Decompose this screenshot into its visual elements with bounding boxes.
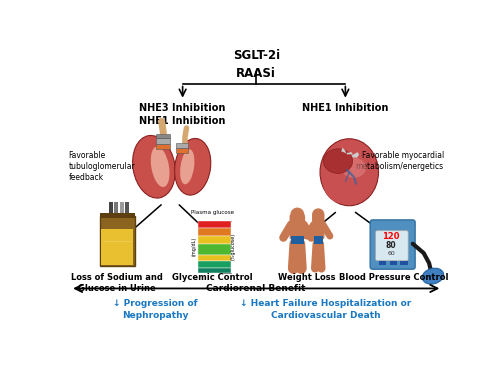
Ellipse shape <box>320 139 378 206</box>
Bar <box>100 213 134 218</box>
Ellipse shape <box>174 138 211 195</box>
Bar <box>109 202 113 216</box>
Circle shape <box>312 208 324 221</box>
Bar <box>198 221 230 228</box>
Bar <box>100 216 134 266</box>
Text: Plasma glucose: Plasma glucose <box>190 209 234 215</box>
Bar <box>126 202 129 216</box>
Ellipse shape <box>342 158 366 178</box>
Ellipse shape <box>132 135 176 198</box>
Text: Blood Pressure Control: Blood Pressure Control <box>340 273 449 282</box>
Polygon shape <box>341 148 353 155</box>
Ellipse shape <box>324 149 352 173</box>
Text: (%glucose): (%glucose) <box>230 233 235 261</box>
Text: Loss of Sodium and
Glucose in Urine: Loss of Sodium and Glucose in Urine <box>71 273 162 293</box>
Bar <box>114 202 118 216</box>
Text: ↓ Progression of
Nephropathy: ↓ Progression of Nephropathy <box>113 299 198 320</box>
Text: 60: 60 <box>387 251 395 256</box>
Text: ↓ Heart Failure Hospitalization or
Cardiovascular Death: ↓ Heart Failure Hospitalization or Cardi… <box>240 299 412 320</box>
Bar <box>156 144 170 149</box>
Bar <box>378 261 386 265</box>
Bar <box>291 236 304 244</box>
Ellipse shape <box>180 149 194 184</box>
Bar <box>198 255 230 261</box>
Polygon shape <box>352 152 359 158</box>
Bar <box>101 229 133 265</box>
Bar <box>156 138 170 144</box>
Text: SGLT-2i
RAASi: SGLT-2i RAASi <box>232 49 280 80</box>
Text: Weight Loss: Weight Loss <box>278 273 336 282</box>
Text: NHE1 Inhibition: NHE1 Inhibition <box>302 103 388 113</box>
Bar <box>390 261 398 265</box>
Text: 80: 80 <box>386 241 396 250</box>
Bar <box>156 135 170 138</box>
Bar <box>120 202 124 216</box>
Ellipse shape <box>422 268 444 284</box>
Bar <box>198 228 230 236</box>
Text: Glycemic Control: Glycemic Control <box>172 273 252 282</box>
Text: (mg/dL): (mg/dL) <box>192 237 196 256</box>
Text: Favorable myocardial
metabolism/energetics: Favorable myocardial metabolism/energeti… <box>356 150 444 171</box>
FancyBboxPatch shape <box>376 231 408 261</box>
Circle shape <box>290 208 304 221</box>
Bar <box>176 143 188 148</box>
FancyBboxPatch shape <box>290 215 305 239</box>
Text: Cardiorenal Benefit: Cardiorenal Benefit <box>206 284 306 293</box>
Bar <box>198 261 230 268</box>
Bar <box>400 261 408 265</box>
Ellipse shape <box>322 155 362 203</box>
Text: NHE3 Inhibition
NHE1 Inhibition: NHE3 Inhibition NHE1 Inhibition <box>140 103 226 126</box>
Ellipse shape <box>151 147 170 187</box>
Bar <box>198 268 230 273</box>
Bar <box>198 244 230 255</box>
Text: 120: 120 <box>382 232 400 241</box>
Bar <box>176 148 188 153</box>
FancyBboxPatch shape <box>370 220 415 269</box>
Bar <box>198 236 230 244</box>
FancyBboxPatch shape <box>312 215 324 239</box>
Bar <box>314 236 323 244</box>
Text: Favorable
tubuloglomerular
feedback: Favorable tubuloglomerular feedback <box>68 151 136 182</box>
